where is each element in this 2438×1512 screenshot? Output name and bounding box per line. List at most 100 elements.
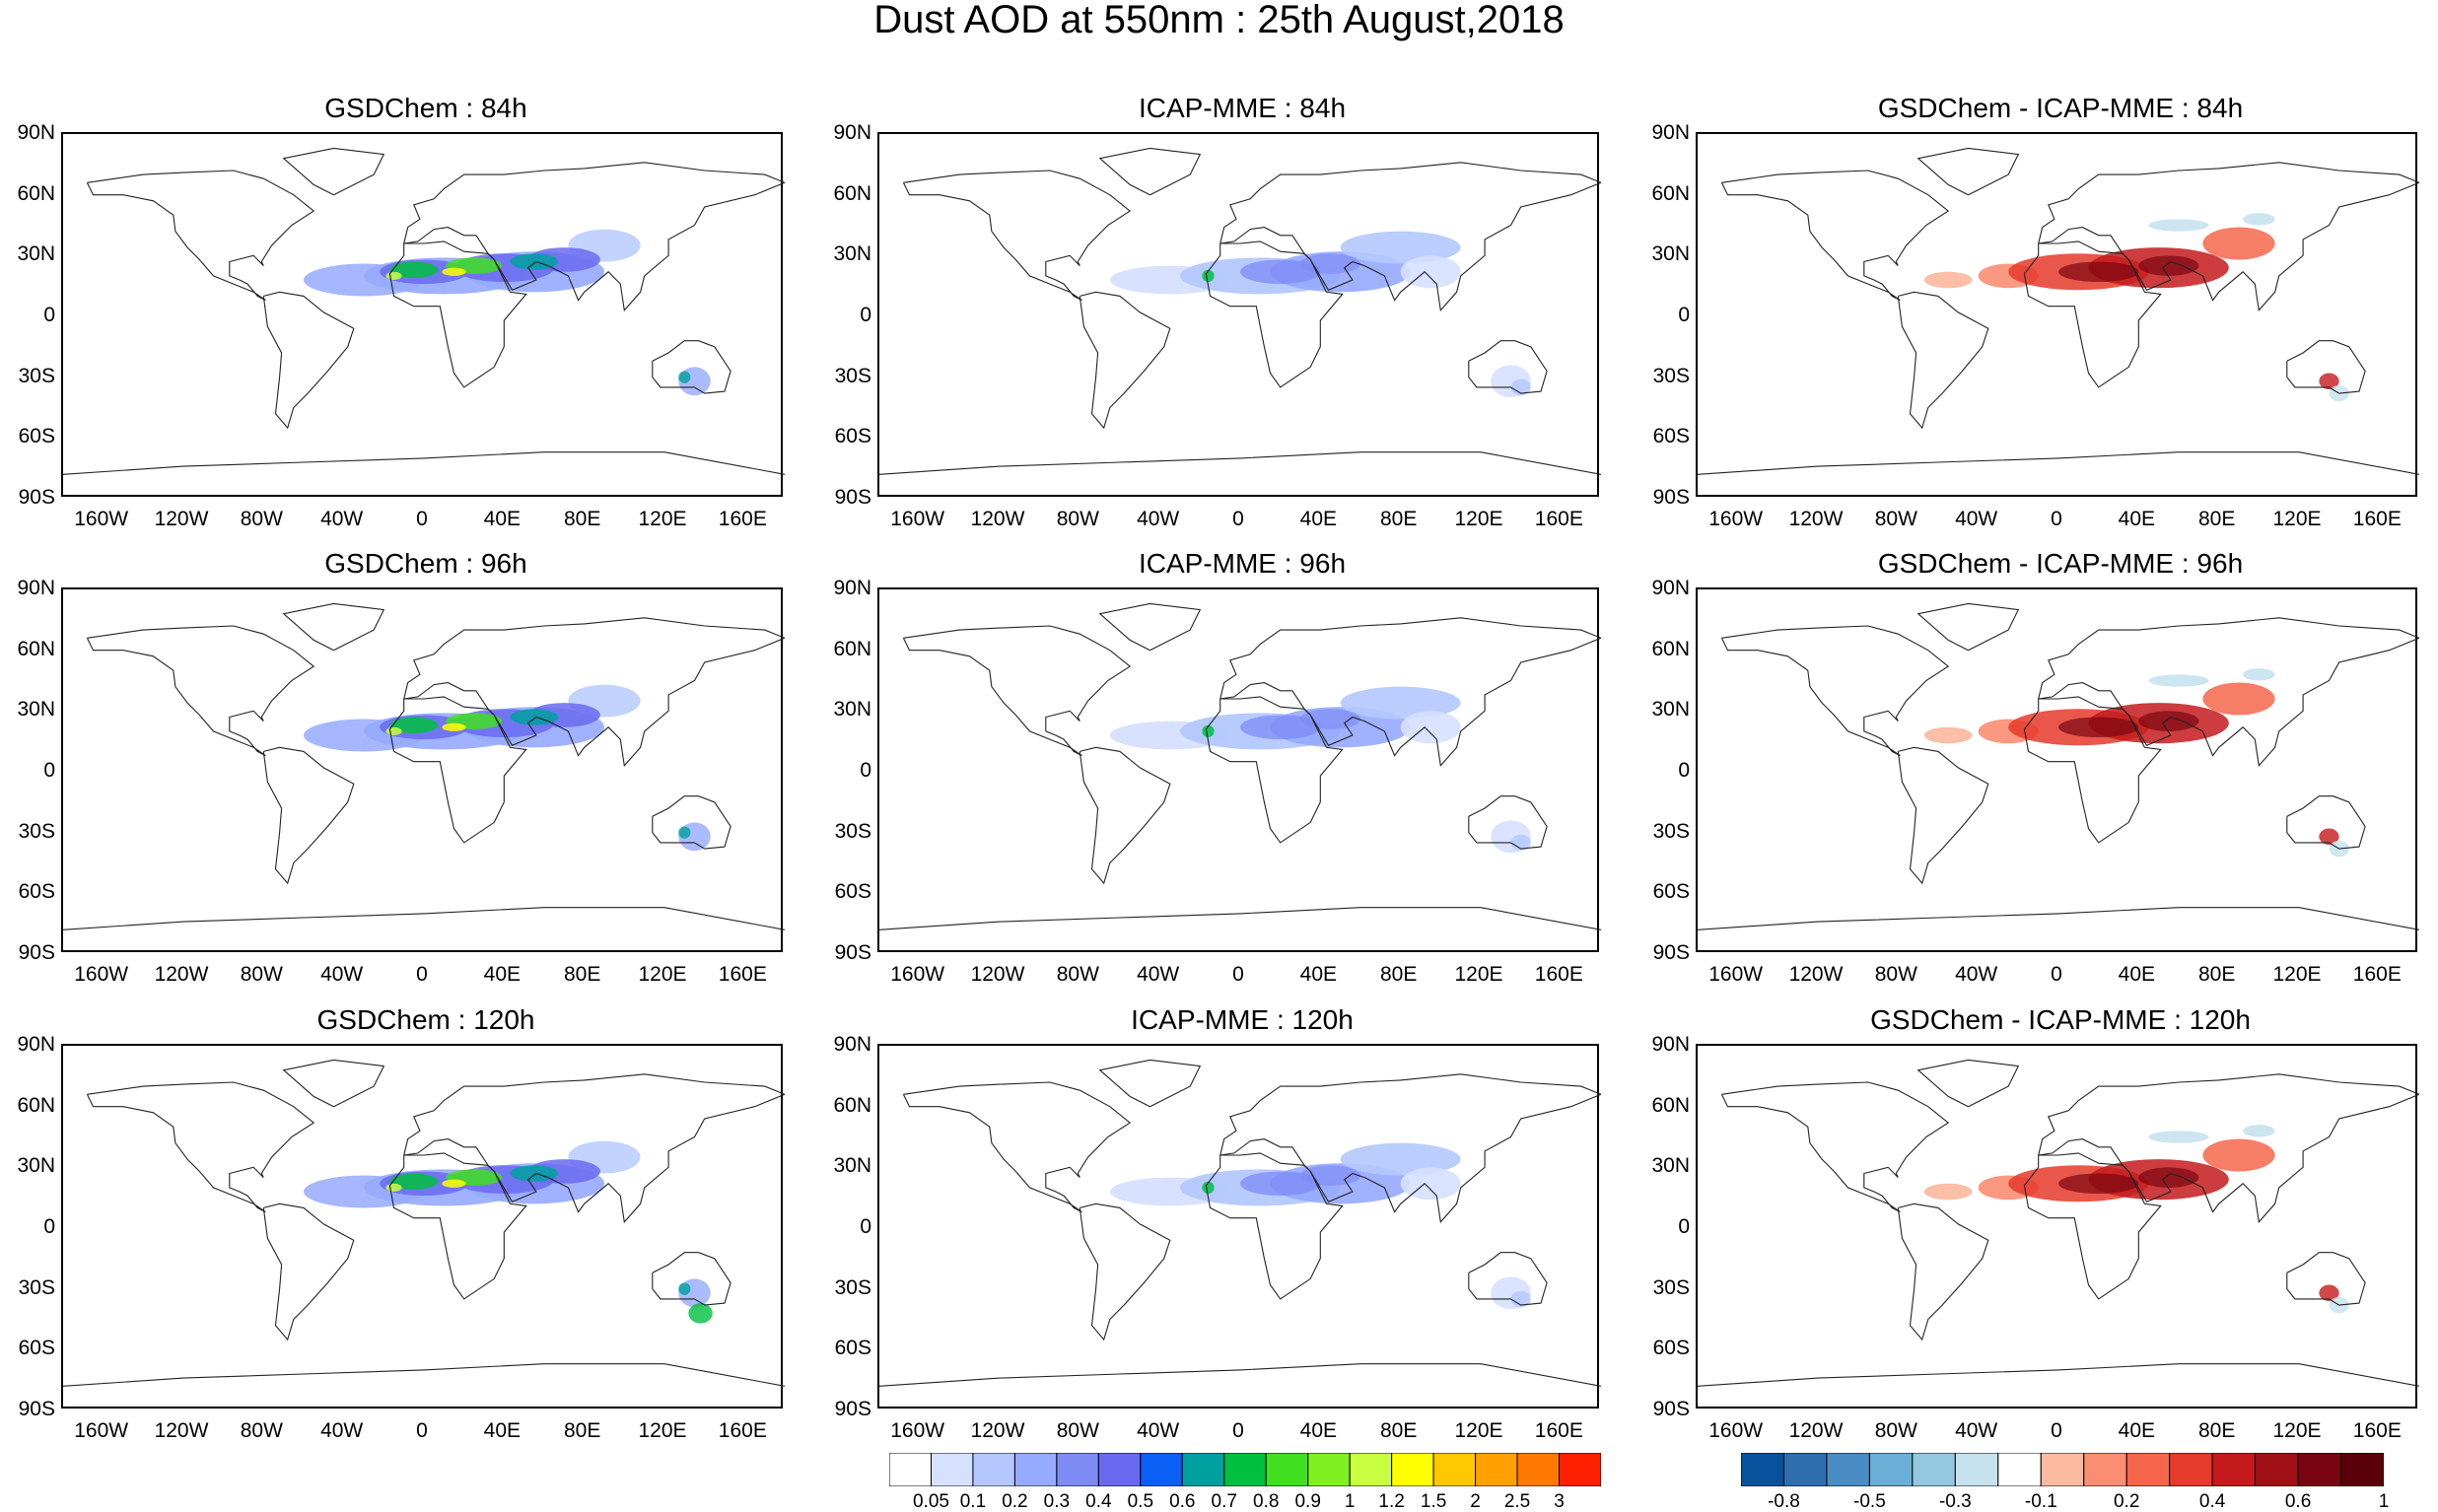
lat-tick-label: 30S — [834, 819, 871, 843]
coastline — [403, 617, 785, 768]
coastline — [2038, 1073, 2419, 1224]
lon-tick-label: 120E — [638, 1419, 687, 1442]
coastline — [1720, 1081, 1950, 1213]
lon-tick-label: 80W — [1056, 1419, 1099, 1442]
dust-plume — [2202, 682, 2275, 716]
lat-tick-label: 30S — [1652, 819, 1690, 843]
lat-tick-label: 30N — [17, 1154, 55, 1178]
colorbar-swatch — [889, 1453, 932, 1486]
map-panel — [61, 1044, 785, 1409]
coastline — [282, 1059, 385, 1108]
lat-tick-label: 60S — [18, 880, 55, 904]
lat-tick-label: 90S — [1652, 941, 1690, 964]
lat-tick-label: 90N — [17, 577, 55, 599]
colorbar-label: 0.6 — [2284, 1491, 2312, 1512]
coastline — [2023, 241, 2162, 388]
lon-tick-label: 0 — [1232, 1419, 1244, 1442]
dust-plume — [2243, 668, 2275, 681]
lat-tick-label: 0 — [860, 1215, 871, 1238]
colorbar-swatch — [1265, 1453, 1309, 1486]
lat-tick-label: 60N — [17, 637, 55, 660]
lat-tick-label: 30N — [17, 698, 55, 722]
coastline — [403, 162, 785, 312]
lon-tick-label: 160E — [718, 1419, 767, 1442]
lon-tick-label: 160E — [1534, 1419, 1583, 1442]
colorbar-swatch — [1912, 1453, 1956, 1486]
lat-tick-label: 90S — [18, 941, 55, 964]
coastline — [902, 1081, 1132, 1213]
coastline — [1079, 291, 1171, 430]
colorbar-label: 0.4 — [1085, 1491, 1112, 1512]
colorbar-label: 1.5 — [1420, 1491, 1447, 1512]
lat-tick-label: 90N — [1651, 577, 1690, 599]
coastline — [1079, 1203, 1171, 1341]
lon-tick-label: 160W — [1708, 1419, 1764, 1442]
dust-plume — [1340, 231, 1461, 264]
colorbar-label: 2 — [1470, 1491, 1481, 1512]
coastline — [1897, 291, 1989, 430]
lon-tick-label: 160W — [1708, 508, 1764, 530]
map-svg — [1698, 602, 2419, 930]
lon-tick-label: 0 — [1232, 508, 1244, 530]
lon-tick-label: 160E — [2352, 963, 2402, 986]
coastline — [1698, 907, 2419, 930]
lat-tick-label: 60N — [17, 181, 55, 205]
coastline — [63, 451, 785, 475]
dust-plume — [442, 267, 466, 276]
lon-tick-label: 80E — [2197, 963, 2236, 986]
coastline — [86, 170, 315, 302]
lon-tick-label: 40E — [2118, 963, 2156, 986]
dust-plume — [510, 709, 559, 725]
lat-tick-label: 90S — [834, 486, 871, 509]
lat-tick-label: 60N — [833, 1093, 871, 1117]
lat-tick-label: 60S — [1652, 1337, 1690, 1360]
lon-tick-label: 120E — [2272, 963, 2322, 986]
colorbar-swatch — [2255, 1453, 2299, 1486]
dust-plume — [2319, 828, 2339, 845]
dust-plume — [1240, 259, 1321, 285]
lon-tick-label: 80W — [1874, 508, 1917, 530]
coastline — [879, 1363, 1601, 1387]
dust-plume — [1510, 834, 1531, 852]
lon-tick-label: 160E — [1534, 963, 1583, 986]
colorbar-swatch — [1181, 1453, 1225, 1486]
coastline — [1916, 147, 2020, 196]
coastline — [1205, 241, 1344, 388]
coastline — [902, 170, 1132, 302]
panel-title: ICAP-MME : 120h — [1131, 1004, 1354, 1035]
dust-plume — [1400, 1167, 1461, 1201]
map-svg — [1698, 147, 2419, 475]
lon-tick-label: 0 — [416, 1419, 428, 1442]
lat-tick-label: 60S — [834, 880, 871, 904]
coastline — [2038, 162, 2419, 312]
dust-plume — [2243, 1125, 2275, 1137]
dust-plume — [2319, 373, 2339, 389]
panel-title: ICAP-MME : 84h — [1138, 93, 1347, 123]
dust-plume — [2058, 261, 2139, 283]
colorbar-swatch — [2211, 1453, 2257, 1486]
coastline — [388, 241, 527, 388]
coastline — [1897, 746, 1989, 885]
map-svg — [1698, 1059, 2419, 1387]
coastline — [2286, 795, 2366, 850]
map-panel — [1696, 1044, 2419, 1409]
lon-tick-label: 80E — [1379, 1419, 1418, 1442]
lon-tick-label: 0 — [1232, 963, 1244, 986]
coastline — [2023, 696, 2162, 844]
lon-tick-label: 80W — [240, 1419, 283, 1442]
lon-tick-label: 120W — [970, 508, 1025, 530]
coastline — [262, 291, 355, 430]
colorbar-swatch — [1097, 1453, 1142, 1486]
lon-tick-label: 40E — [483, 1419, 522, 1442]
colorbar-label: -0.8 — [1768, 1491, 1800, 1512]
coastline — [1098, 1059, 1202, 1108]
coastline — [262, 1203, 355, 1341]
coastline — [652, 1252, 731, 1306]
lat-tick-label: 60N — [1651, 637, 1690, 660]
lat-tick-label: 0 — [1678, 1215, 1690, 1238]
colorbar-label: 0.6 — [1169, 1491, 1196, 1512]
dust-plume — [678, 826, 691, 839]
lat-tick-label: 90N — [833, 1033, 871, 1056]
coastline — [1098, 602, 1202, 652]
dust-plume — [1400, 255, 1461, 289]
